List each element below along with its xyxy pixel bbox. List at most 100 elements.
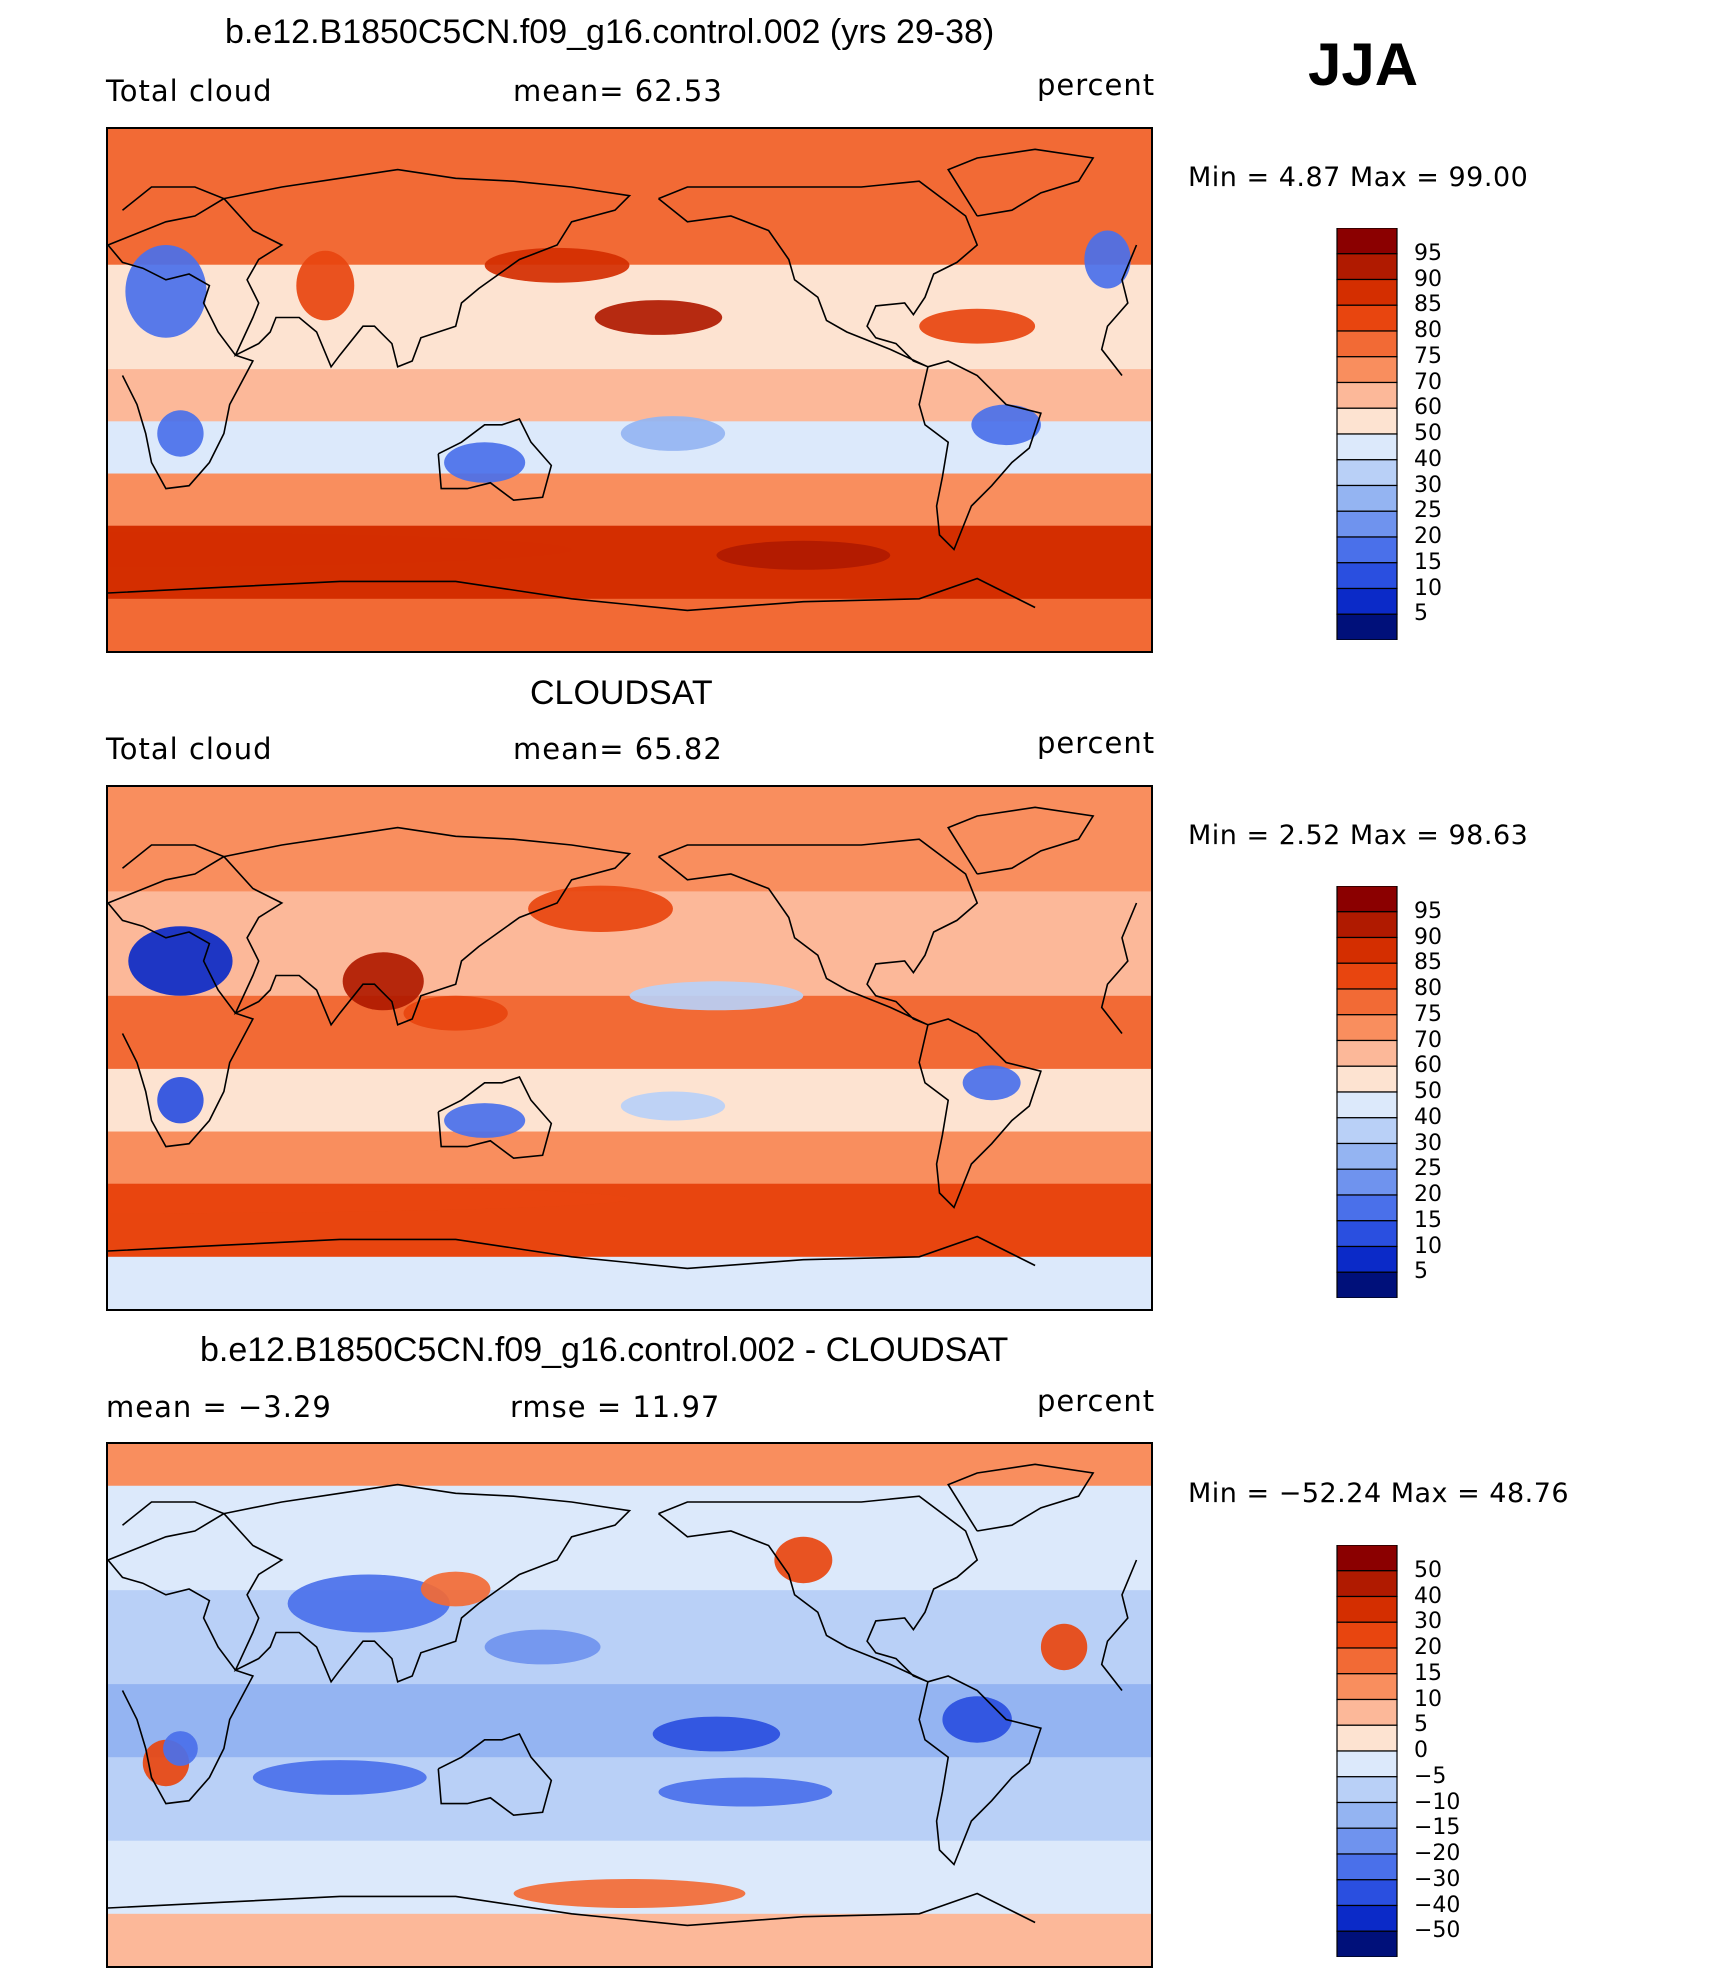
colorbar-level-label: 50 — [1414, 1557, 1442, 1583]
coastline — [437, 1076, 553, 1160]
colorbar-swatch — [1336, 1014, 1398, 1042]
coastline — [108, 577, 1036, 612]
colorbar-svg — [1336, 1544, 1398, 1958]
colorbar-level-label: 10 — [1414, 575, 1442, 601]
colorbar-level-label: 85 — [1414, 292, 1442, 318]
colorbar-swatch — [1336, 1698, 1398, 1726]
field-blob — [658, 1777, 833, 1807]
colorbar-swatch — [1336, 330, 1398, 358]
colorbar-level-label: 5 — [1414, 601, 1428, 627]
colorbar-level-label: 95 — [1414, 898, 1442, 924]
colorbar-svg — [1336, 885, 1398, 1299]
field-blob — [594, 300, 723, 335]
map-model-field — [108, 129, 1151, 651]
map-diff — [106, 1442, 1153, 1968]
panel-title-obs: CLOUDSAT — [530, 674, 713, 712]
map-obs-field — [108, 787, 1151, 1309]
panel-left-label-model: Total cloud — [106, 74, 273, 108]
field-blob — [125, 245, 207, 338]
field-blob — [252, 1760, 427, 1795]
colorbar-level-label: 30 — [1414, 1609, 1442, 1635]
colorbar-swatch — [1336, 510, 1398, 538]
colorbar-swatch — [1336, 1039, 1398, 1067]
field-blob — [919, 308, 1036, 344]
colorbar-swatch — [1336, 1091, 1398, 1119]
field-band — [108, 1444, 1151, 1487]
colorbar-level-label: 40 — [1414, 446, 1442, 472]
colorbar-level-label: −40 — [1414, 1892, 1461, 1918]
colorbar-level-label: 75 — [1414, 343, 1442, 369]
colorbar-level-label: −10 — [1414, 1789, 1461, 1815]
colorbar-level-label: 80 — [1414, 976, 1442, 1001]
colorbar-swatch — [1336, 1750, 1398, 1778]
colorbar-level-label: 20 — [1414, 1635, 1442, 1660]
coastline — [947, 806, 1095, 875]
map-diff-field — [108, 1444, 1151, 1966]
colorbar-swatch — [1336, 1724, 1398, 1752]
colorbar-swatch — [1336, 1271, 1398, 1299]
field-band — [108, 598, 1151, 651]
colorbar-level-label: 15 — [1414, 1660, 1442, 1686]
colorbar-swatch — [1336, 1194, 1398, 1222]
coastline — [918, 360, 1042, 551]
colorbar-svg — [1336, 227, 1398, 641]
coastline — [108, 1235, 1036, 1270]
minmax-obs: Min = 2.52 Max = 98.63 — [1188, 820, 1529, 851]
field-blob — [108, 1184, 630, 1214]
coastline — [108, 844, 1138, 1148]
panel-title-model: b.e12.B1850C5CN.f09_g16.control.002 (yrs… — [225, 13, 995, 51]
colorbar-level-label: 75 — [1414, 1001, 1442, 1027]
field-blob — [484, 247, 630, 283]
coastline — [223, 168, 632, 369]
colorbar-swatch — [1336, 936, 1398, 964]
field-blob — [108, 532, 572, 567]
minmax-diff: Min = −52.24 Max = 48.76 — [1188, 1478, 1570, 1509]
coastline — [947, 1463, 1095, 1532]
colorbar-swatch — [1336, 1904, 1398, 1932]
colorbar-swatch — [1336, 1065, 1398, 1093]
colorbar-level-label: 50 — [1414, 1079, 1442, 1104]
colorbar-level-label: 20 — [1414, 1182, 1442, 1207]
field-blob — [342, 952, 424, 1011]
colorbar-swatch — [1336, 253, 1398, 281]
field-blob — [971, 404, 1041, 446]
colorbar-level-label: −50 — [1414, 1918, 1461, 1944]
colorbar-level-label: −15 — [1414, 1815, 1461, 1841]
field-band — [108, 1485, 1151, 1592]
coastline — [657, 180, 979, 368]
colorbar-swatch — [1336, 885, 1398, 913]
colorbar-level-label: 85 — [1414, 950, 1442, 976]
colorbar-swatch — [1336, 1245, 1398, 1273]
coastline — [947, 148, 1095, 217]
colorbar-swatch — [1336, 304, 1398, 332]
field-blob — [296, 250, 355, 321]
colorbar-level-label: 20 — [1414, 524, 1442, 549]
coastline — [657, 838, 979, 1026]
field-band — [108, 1590, 1151, 1686]
colorbar-level-label: 10 — [1414, 1686, 1442, 1712]
panel-mean-obs: mean= 65.82 — [513, 732, 723, 766]
panel-mean-model: mean= 62.53 — [513, 74, 723, 108]
field-blob — [629, 981, 804, 1011]
field-blob — [157, 1077, 204, 1124]
colorbar-swatch — [1336, 1930, 1398, 1958]
field-blob — [444, 1103, 526, 1138]
field-blob — [157, 410, 204, 457]
field-blob — [1084, 230, 1131, 289]
colorbar-swatch — [1336, 1220, 1398, 1248]
field-band — [108, 1256, 1151, 1309]
colorbar-level-label: 30 — [1414, 1130, 1442, 1156]
colorbar-level-label: 50 — [1414, 421, 1442, 446]
colorbar-level-label: 0 — [1414, 1738, 1428, 1763]
colorbar-swatch — [1336, 1570, 1398, 1598]
panel-left-label-obs: Total cloud — [106, 732, 273, 766]
field-band — [108, 1913, 1151, 1966]
colorbar-level-label: 40 — [1414, 1583, 1442, 1609]
colorbar-model: 95 90 85 80 75 70 60 50 40 30 25 20 15 10 5 — [1336, 227, 1460, 641]
field-blob — [484, 1629, 601, 1665]
field-blob — [652, 1716, 781, 1752]
colorbar-level-label: 95 — [1414, 240, 1442, 266]
field-blob — [128, 926, 233, 996]
colorbar-swatch — [1336, 1168, 1398, 1196]
field-blob — [528, 885, 673, 932]
